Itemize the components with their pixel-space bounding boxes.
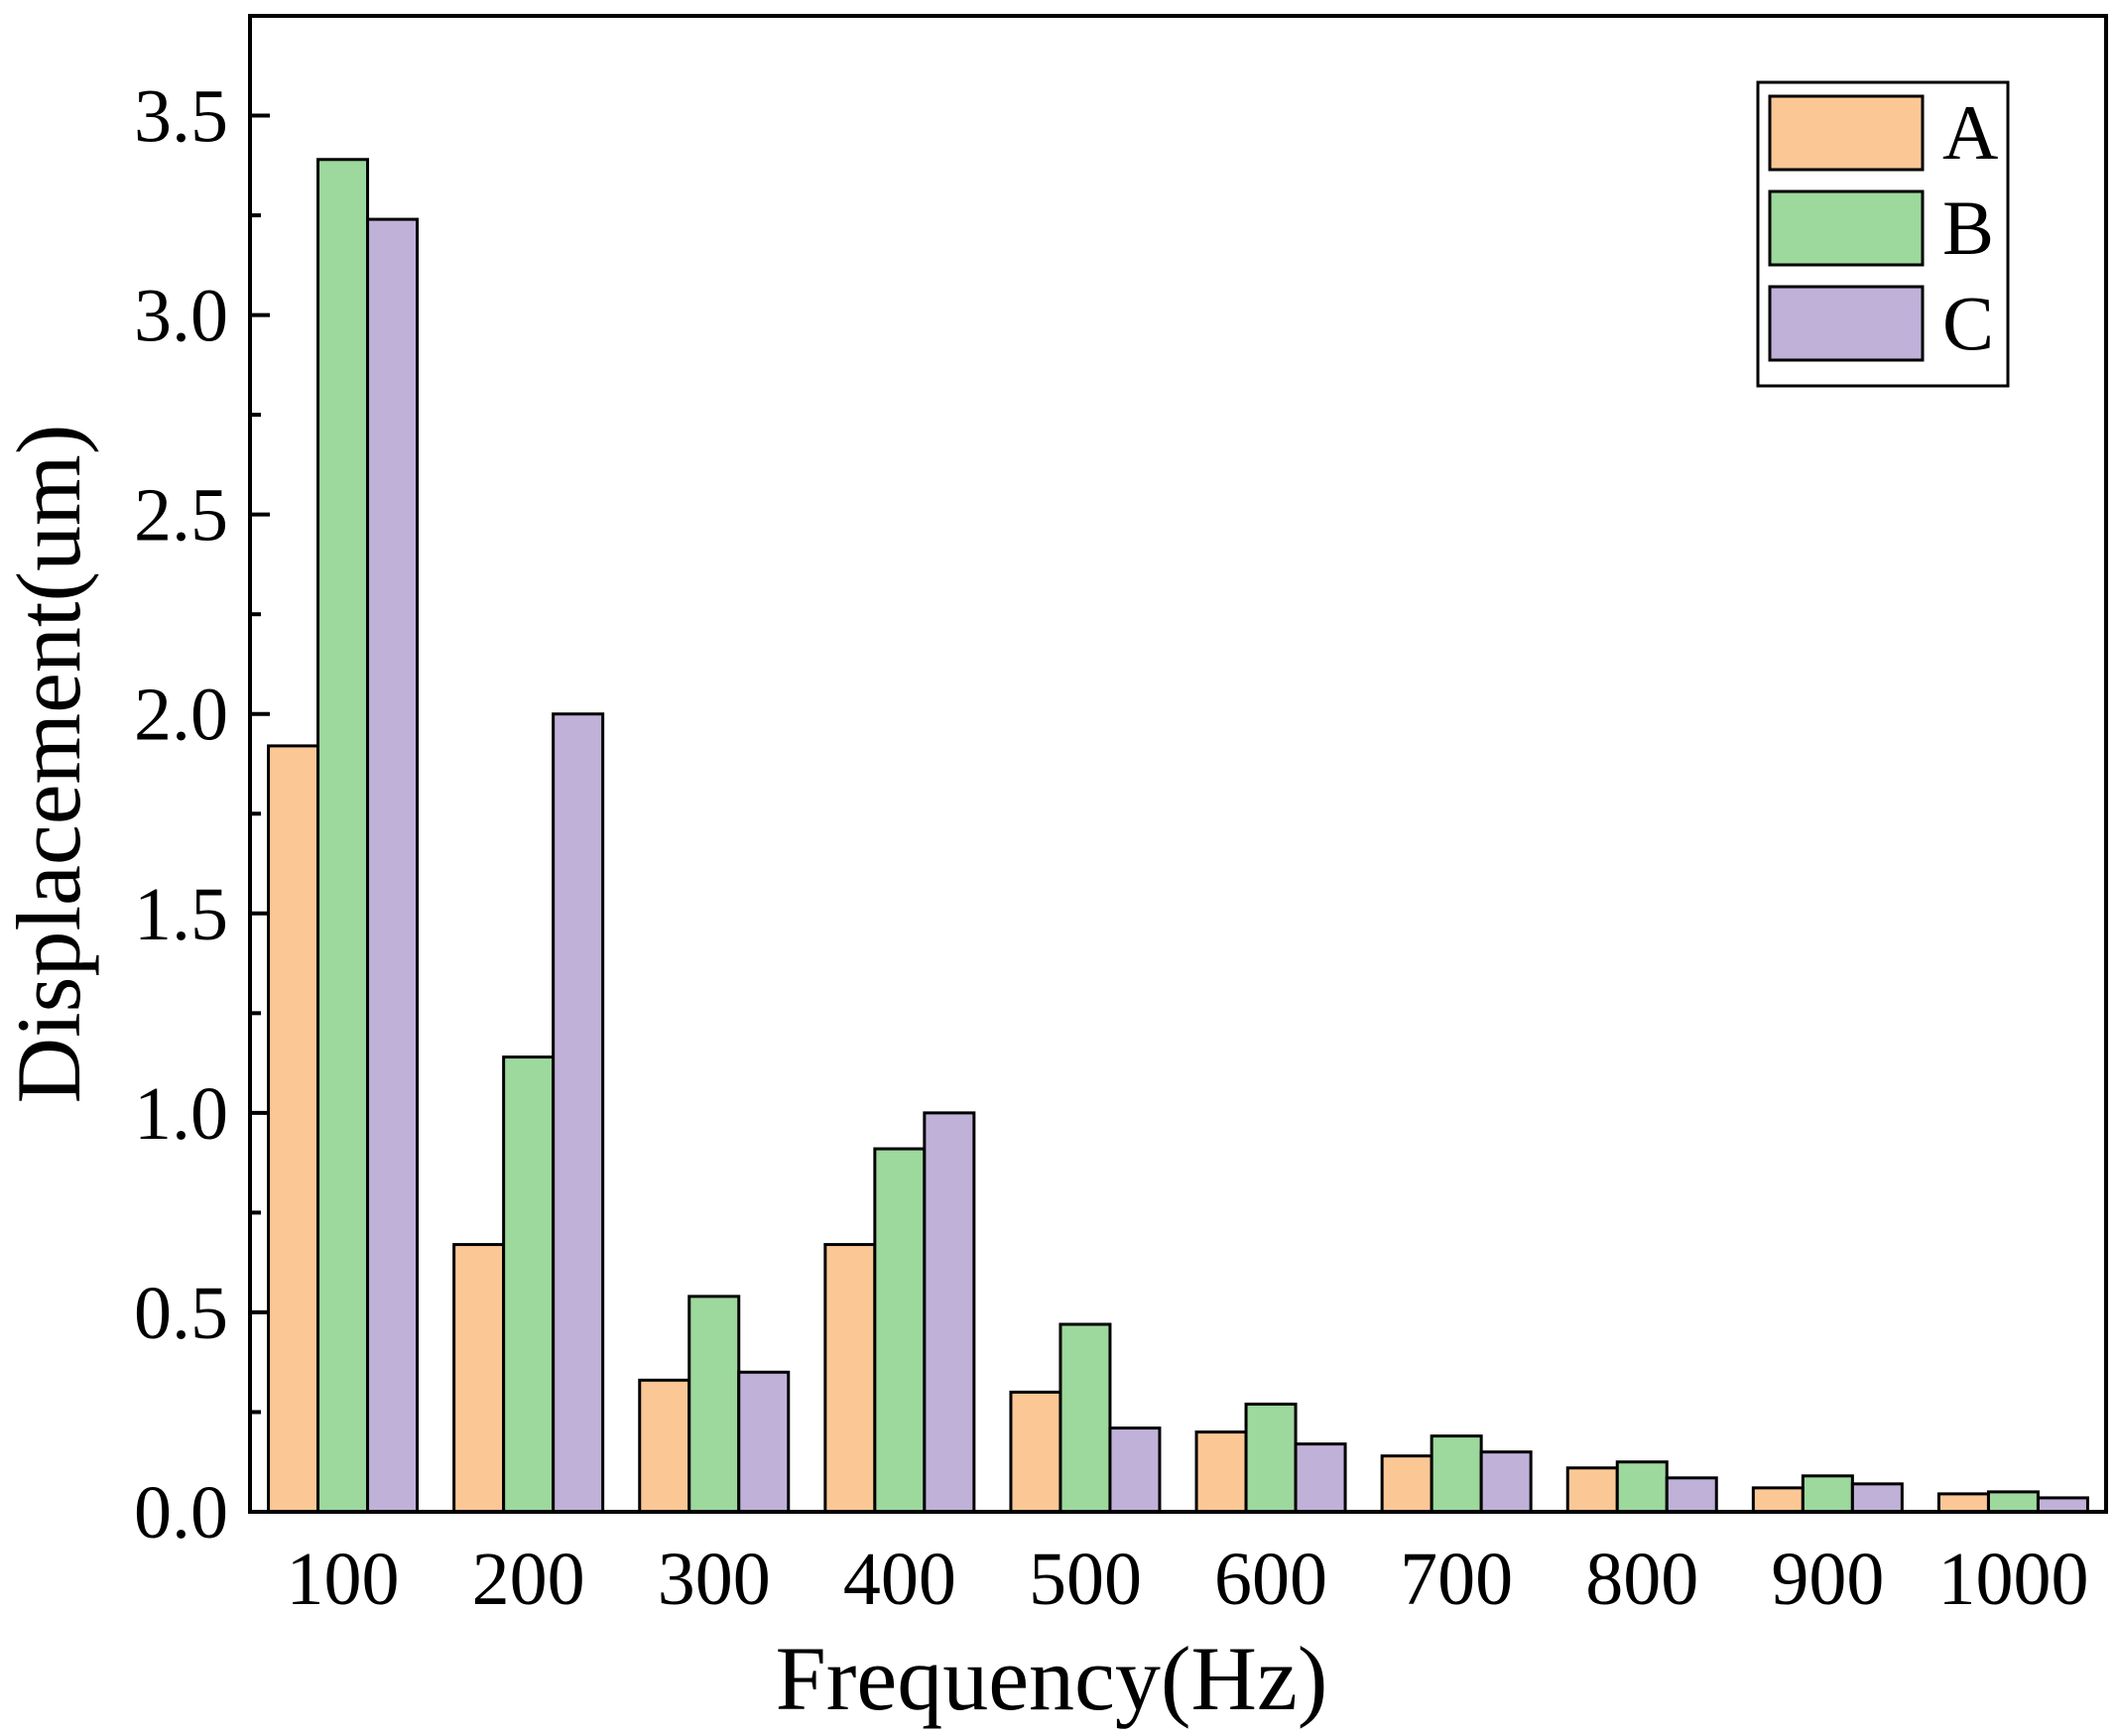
bar-C-1000 bbox=[2036, 1496, 2089, 1514]
legend-swatch-B bbox=[1768, 189, 1925, 267]
bar-A-900 bbox=[1751, 1486, 1805, 1514]
legend-swatch-A bbox=[1768, 94, 1925, 172]
y-tick-label: 3.0 bbox=[134, 275, 228, 358]
bar-B-900 bbox=[1801, 1474, 1854, 1514]
bar-B-400 bbox=[873, 1147, 927, 1514]
y-tick-label: 1.0 bbox=[134, 1072, 228, 1156]
x-axis-title: Frequency(Hz) bbox=[776, 1628, 1328, 1729]
x-tick-label: 100 bbox=[287, 1538, 400, 1621]
bar-A-1000 bbox=[1936, 1492, 1990, 1514]
bar-B-100 bbox=[316, 158, 370, 1514]
bar-A-500 bbox=[1009, 1390, 1062, 1514]
bar-C-800 bbox=[1665, 1476, 1718, 1514]
legend-label-B: B bbox=[1942, 185, 1994, 271]
bar-C-300 bbox=[737, 1370, 791, 1514]
legend-swatch-C bbox=[1768, 285, 1925, 362]
plot-frame bbox=[248, 14, 2108, 1514]
x-tick-label: 500 bbox=[1029, 1538, 1142, 1621]
bar-C-600 bbox=[1294, 1442, 1347, 1514]
axes-layer: 0.0 0.5 1.0 1.5 2.0 2.5 3.0 3.5 100 200 300 400 500 6… bbox=[134, 14, 2108, 1621]
x-tick-label: 900 bbox=[1771, 1538, 1884, 1621]
x-tick-label: 600 bbox=[1214, 1538, 1327, 1621]
y-tick-label: 2.0 bbox=[134, 674, 228, 757]
x-tick-label: 1000 bbox=[1937, 1538, 2088, 1621]
bar-A-300 bbox=[638, 1378, 691, 1514]
bar-C-100 bbox=[366, 217, 420, 1514]
x-tick-label: 700 bbox=[1400, 1538, 1513, 1621]
legend: ABC bbox=[1756, 80, 2010, 388]
bar-A-400 bbox=[823, 1243, 877, 1514]
bar-B-200 bbox=[502, 1055, 556, 1514]
bars-layer bbox=[267, 158, 2089, 1514]
bar-C-200 bbox=[552, 712, 605, 1514]
y-tick-label: 2.5 bbox=[134, 474, 228, 558]
bar-B-500 bbox=[1058, 1322, 1112, 1514]
bar-C-400 bbox=[923, 1111, 976, 1514]
bar-A-200 bbox=[452, 1243, 506, 1514]
y-tick-label: 1.5 bbox=[134, 873, 228, 956]
x-tick-label: 800 bbox=[1585, 1538, 1698, 1621]
bar-B-700 bbox=[1430, 1434, 1483, 1514]
y-tick-label: 3.5 bbox=[134, 75, 228, 159]
y-tick-label: 0.0 bbox=[134, 1471, 228, 1554]
bar-C-700 bbox=[1479, 1450, 1533, 1514]
x-tick-label: 400 bbox=[843, 1538, 956, 1621]
bar-C-900 bbox=[1850, 1482, 1904, 1514]
bar-A-100 bbox=[267, 744, 320, 1514]
legend-label-A: A bbox=[1942, 89, 1998, 176]
bar-A-800 bbox=[1565, 1466, 1619, 1514]
bar-A-700 bbox=[1380, 1454, 1433, 1514]
y-axis-title: Displacement(um) bbox=[0, 425, 99, 1104]
y-tick-label: 0.5 bbox=[134, 1272, 228, 1355]
bar-B-1000 bbox=[1986, 1490, 2040, 1514]
x-tick-label: 300 bbox=[658, 1538, 771, 1621]
legend-label-C: C bbox=[1942, 280, 1994, 366]
bar-B-600 bbox=[1244, 1402, 1298, 1514]
bar-A-600 bbox=[1194, 1430, 1248, 1514]
x-tick-label: 200 bbox=[472, 1538, 585, 1621]
bar-B-800 bbox=[1615, 1460, 1669, 1514]
bar-C-500 bbox=[1108, 1426, 1162, 1514]
bar-B-300 bbox=[687, 1295, 741, 1514]
